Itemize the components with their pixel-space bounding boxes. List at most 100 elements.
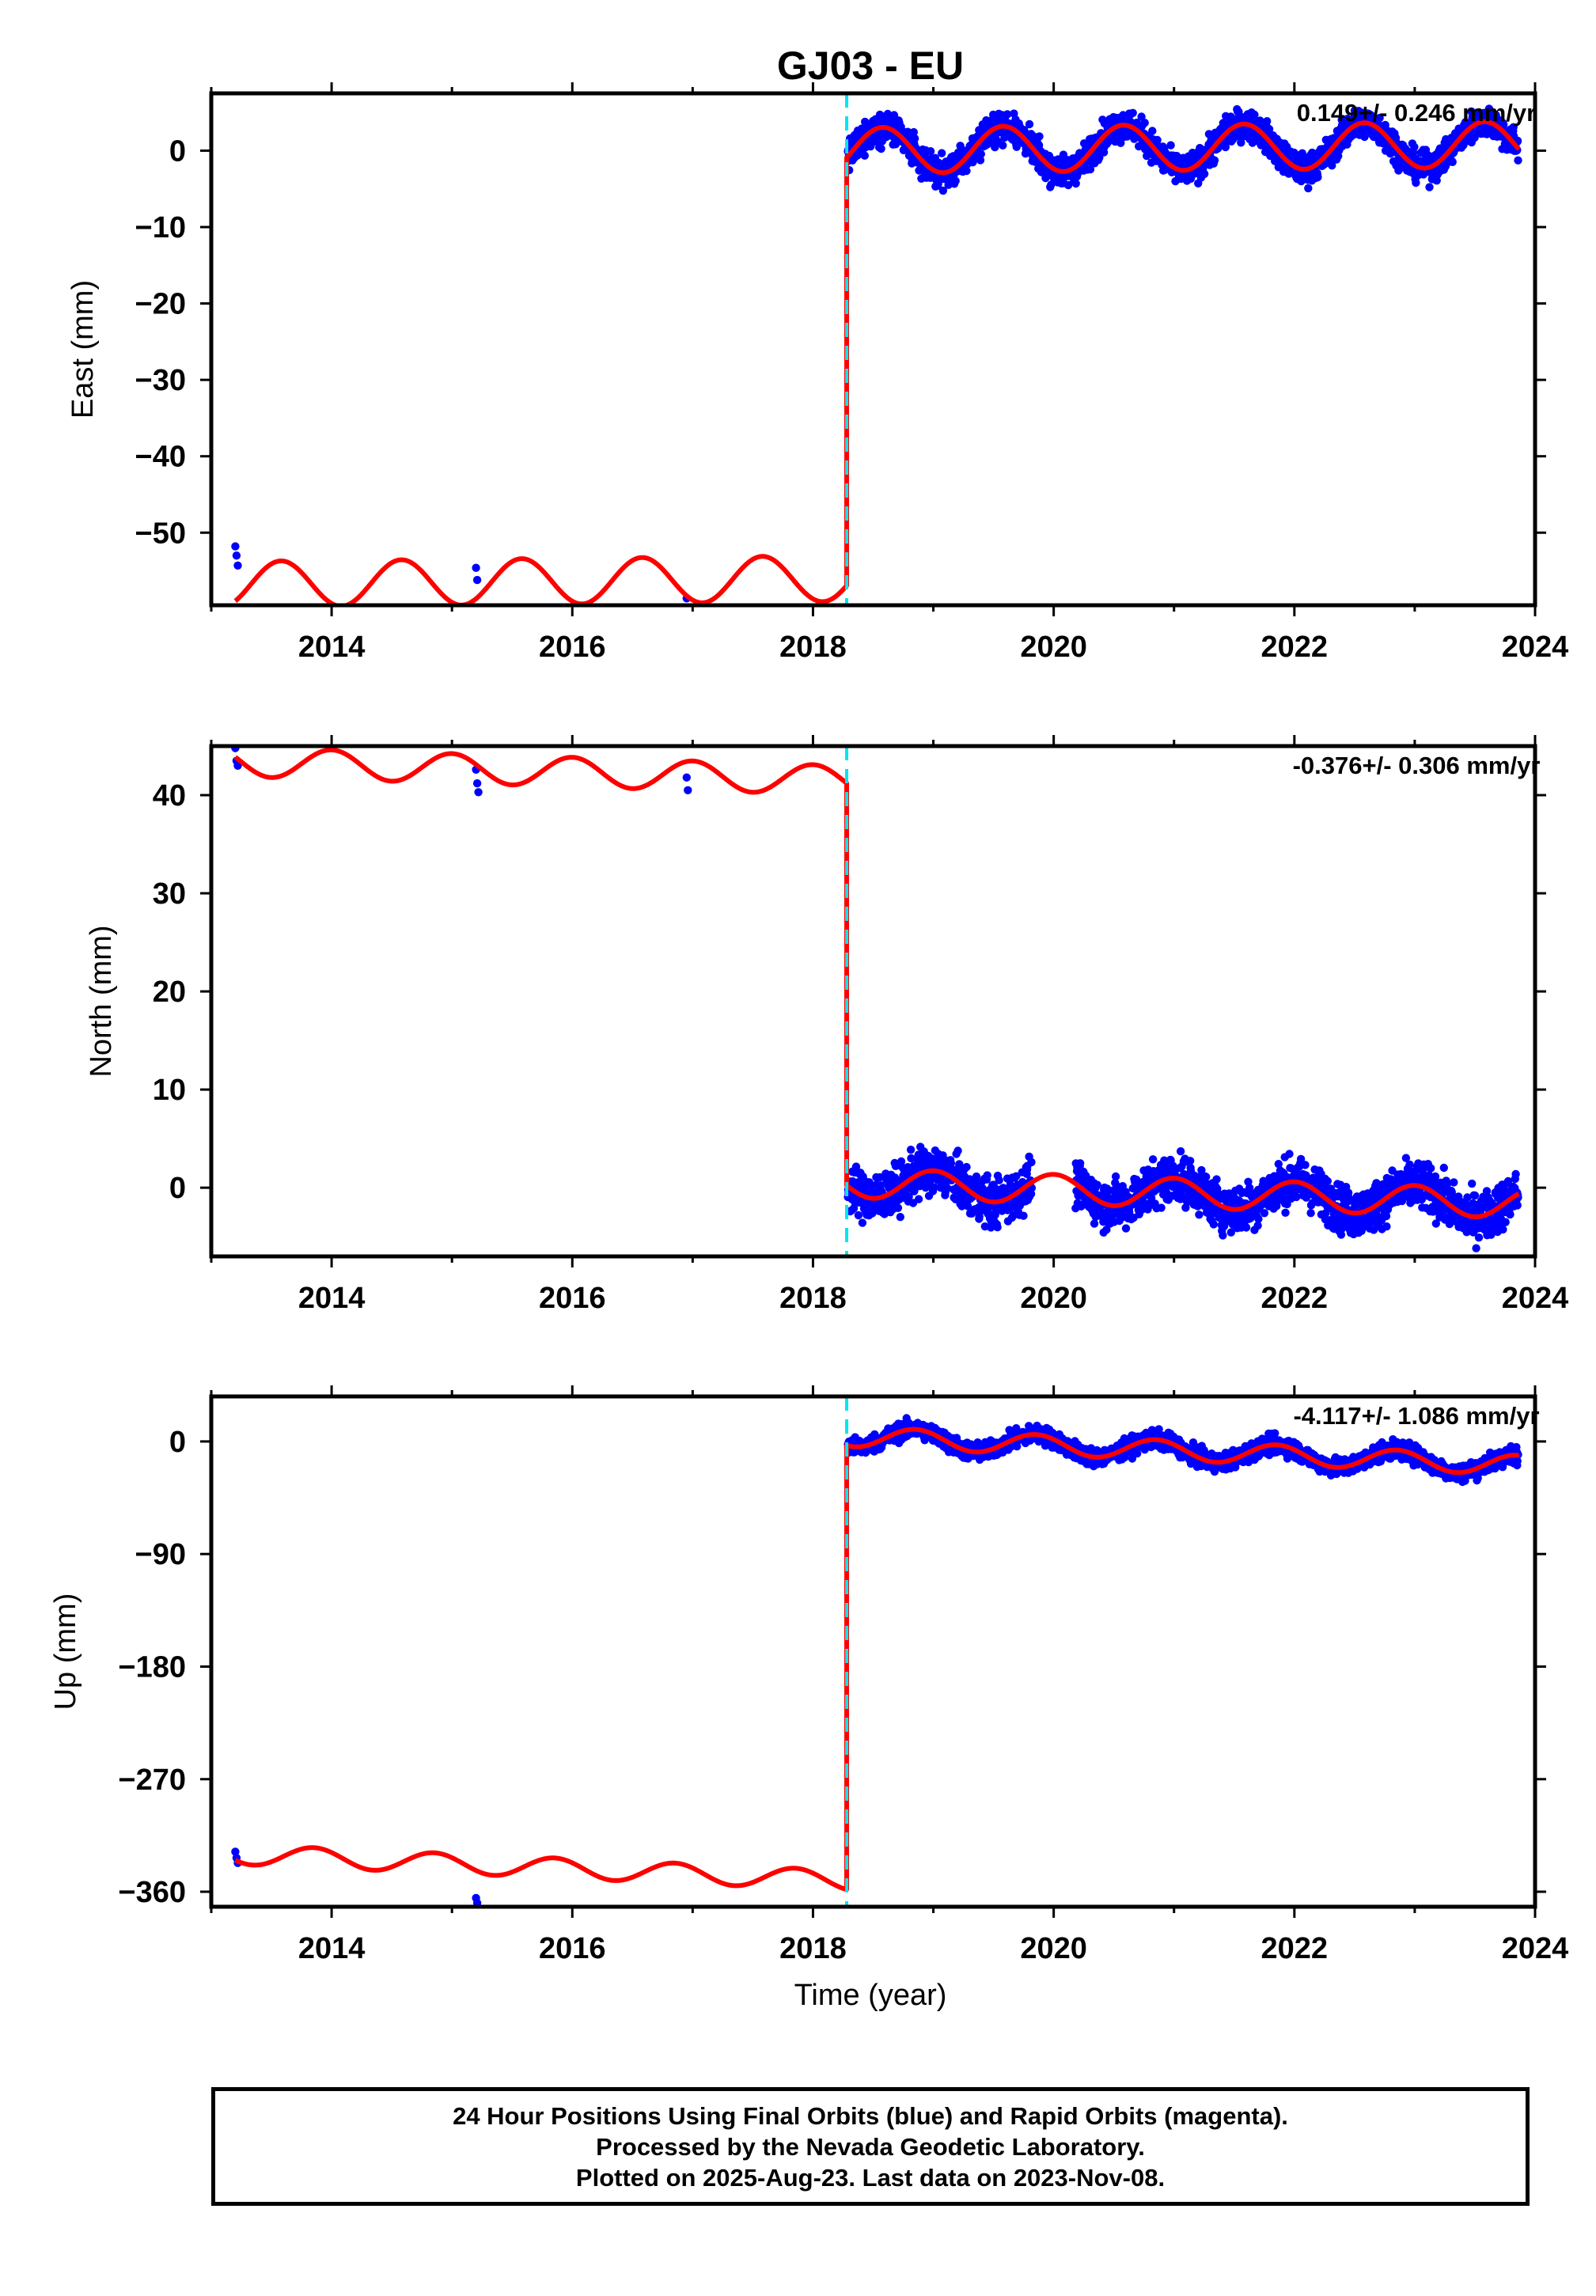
data-point — [1501, 1218, 1510, 1226]
data-point — [1292, 1192, 1301, 1202]
data-point — [1006, 1180, 1015, 1189]
data-point — [1431, 1219, 1441, 1228]
panel-1: 2014 2016 2018 2020 2022 20240−10−20−30−40−50… — [66, 82, 1568, 664]
data-point — [1202, 1173, 1211, 1181]
panel-frame — [209, 744, 1537, 1259]
data-point — [1468, 1179, 1477, 1188]
data-point — [1425, 183, 1434, 191]
x-tick-label: 2018 — [779, 631, 847, 664]
y-tick-label: 20 — [153, 976, 186, 1009]
data-point — [1509, 123, 1518, 131]
data-point — [1470, 1191, 1480, 1200]
data-point — [1226, 1228, 1236, 1237]
data-point — [910, 134, 919, 143]
data-point — [926, 147, 935, 156]
data-point — [1253, 1221, 1262, 1230]
data-point — [1260, 1209, 1269, 1218]
data-point — [943, 1184, 952, 1192]
y-tick-label: 30 — [153, 877, 186, 911]
plot-area — [231, 104, 1522, 605]
data-point — [877, 144, 885, 153]
model-curve — [233, 747, 1521, 1219]
data-point — [938, 149, 946, 157]
y-tick-label: −20 — [135, 288, 186, 321]
data-point — [1264, 125, 1274, 134]
data-point — [472, 575, 482, 585]
data-point — [914, 1195, 923, 1203]
data-point — [1375, 113, 1384, 123]
velocity-annotation: -0.376+/- 0.306 mm/yr — [1293, 752, 1541, 779]
data-point — [1263, 117, 1272, 126]
data-point — [951, 176, 960, 185]
data-point — [1474, 1233, 1484, 1242]
data-point — [962, 1162, 971, 1172]
data-point — [854, 1211, 863, 1220]
data-point — [999, 141, 1007, 150]
data-point — [1209, 1220, 1219, 1229]
data-point — [995, 1176, 1003, 1184]
y-tick-label: −50 — [135, 517, 186, 550]
data-point — [1405, 1160, 1414, 1169]
data-point — [1125, 1208, 1134, 1217]
data-point — [1086, 165, 1095, 174]
data-point — [232, 551, 241, 560]
data-point — [1360, 132, 1369, 142]
data-point — [1132, 1175, 1141, 1184]
data-point — [1027, 1157, 1036, 1167]
data-point — [1296, 1154, 1306, 1164]
data-point — [684, 786, 692, 794]
data-point — [1035, 132, 1044, 141]
data-point — [1140, 119, 1149, 127]
data-point — [1071, 179, 1080, 188]
data-point — [1463, 1193, 1472, 1202]
data-point — [1186, 1157, 1195, 1165]
panel-3: 2014 2016 2018 2020 2022 20240−90−180−270−360… — [49, 1385, 1568, 1965]
data-point — [875, 1173, 885, 1182]
data-point — [860, 151, 870, 160]
data-point — [963, 1202, 972, 1211]
y-tick-label: 0 — [169, 1172, 186, 1205]
data-point — [1111, 1172, 1120, 1181]
data-point — [1250, 110, 1259, 119]
data-point — [1382, 1211, 1391, 1221]
data-point — [907, 1154, 916, 1163]
data-point — [1137, 112, 1146, 121]
data-point — [906, 1146, 916, 1154]
data-point — [930, 1183, 938, 1192]
data-point — [1511, 1169, 1520, 1179]
y-tick-label: −40 — [135, 441, 186, 474]
data-point — [1410, 142, 1419, 151]
data-point — [1304, 184, 1313, 193]
figure-title: GJ03 - EU — [777, 44, 964, 88]
data-point — [955, 1160, 964, 1169]
data-point — [1254, 1214, 1263, 1223]
data-point — [897, 1157, 906, 1166]
data-point — [1121, 1224, 1131, 1233]
data-point — [1431, 1172, 1440, 1181]
data-point — [1047, 180, 1056, 189]
data-point — [976, 156, 985, 165]
x-tick-label: 2014 — [298, 1282, 366, 1315]
x-tick-label: 2016 — [539, 1282, 606, 1315]
data-point — [1487, 1230, 1496, 1239]
x-tick-label: 2020 — [1020, 1282, 1087, 1315]
data-point — [1328, 161, 1336, 170]
data-point — [1301, 1161, 1310, 1169]
data-point — [1336, 1230, 1346, 1239]
y-axis-title: North (mm) — [85, 925, 118, 1077]
data-point — [1025, 119, 1034, 129]
data-point — [472, 779, 482, 788]
data-point — [1514, 156, 1522, 165]
data-point — [851, 1162, 861, 1171]
data-point — [1210, 156, 1219, 165]
data-point — [896, 1213, 905, 1222]
data-point — [233, 561, 242, 570]
data-point — [1200, 169, 1209, 178]
data-point — [1181, 1203, 1190, 1212]
data-point — [1472, 1244, 1480, 1252]
data-point — [1177, 1192, 1187, 1200]
x-tick-label: 2016 — [539, 631, 606, 664]
x-tick-label: 2014 — [298, 631, 366, 664]
data-point — [1093, 1180, 1102, 1189]
